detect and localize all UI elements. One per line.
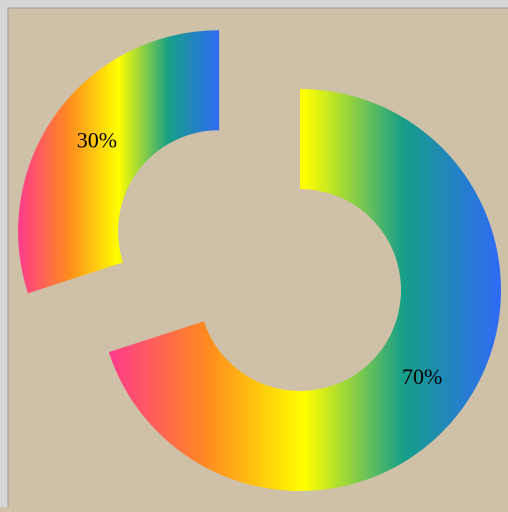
frame-left — [0, 0, 8, 507]
donut-segment — [18, 30, 220, 294]
data-label: 30% — [77, 128, 117, 153]
frame-top — [0, 0, 508, 8]
data-label: 70% — [402, 364, 442, 389]
donut-segment — [108, 89, 501, 491]
